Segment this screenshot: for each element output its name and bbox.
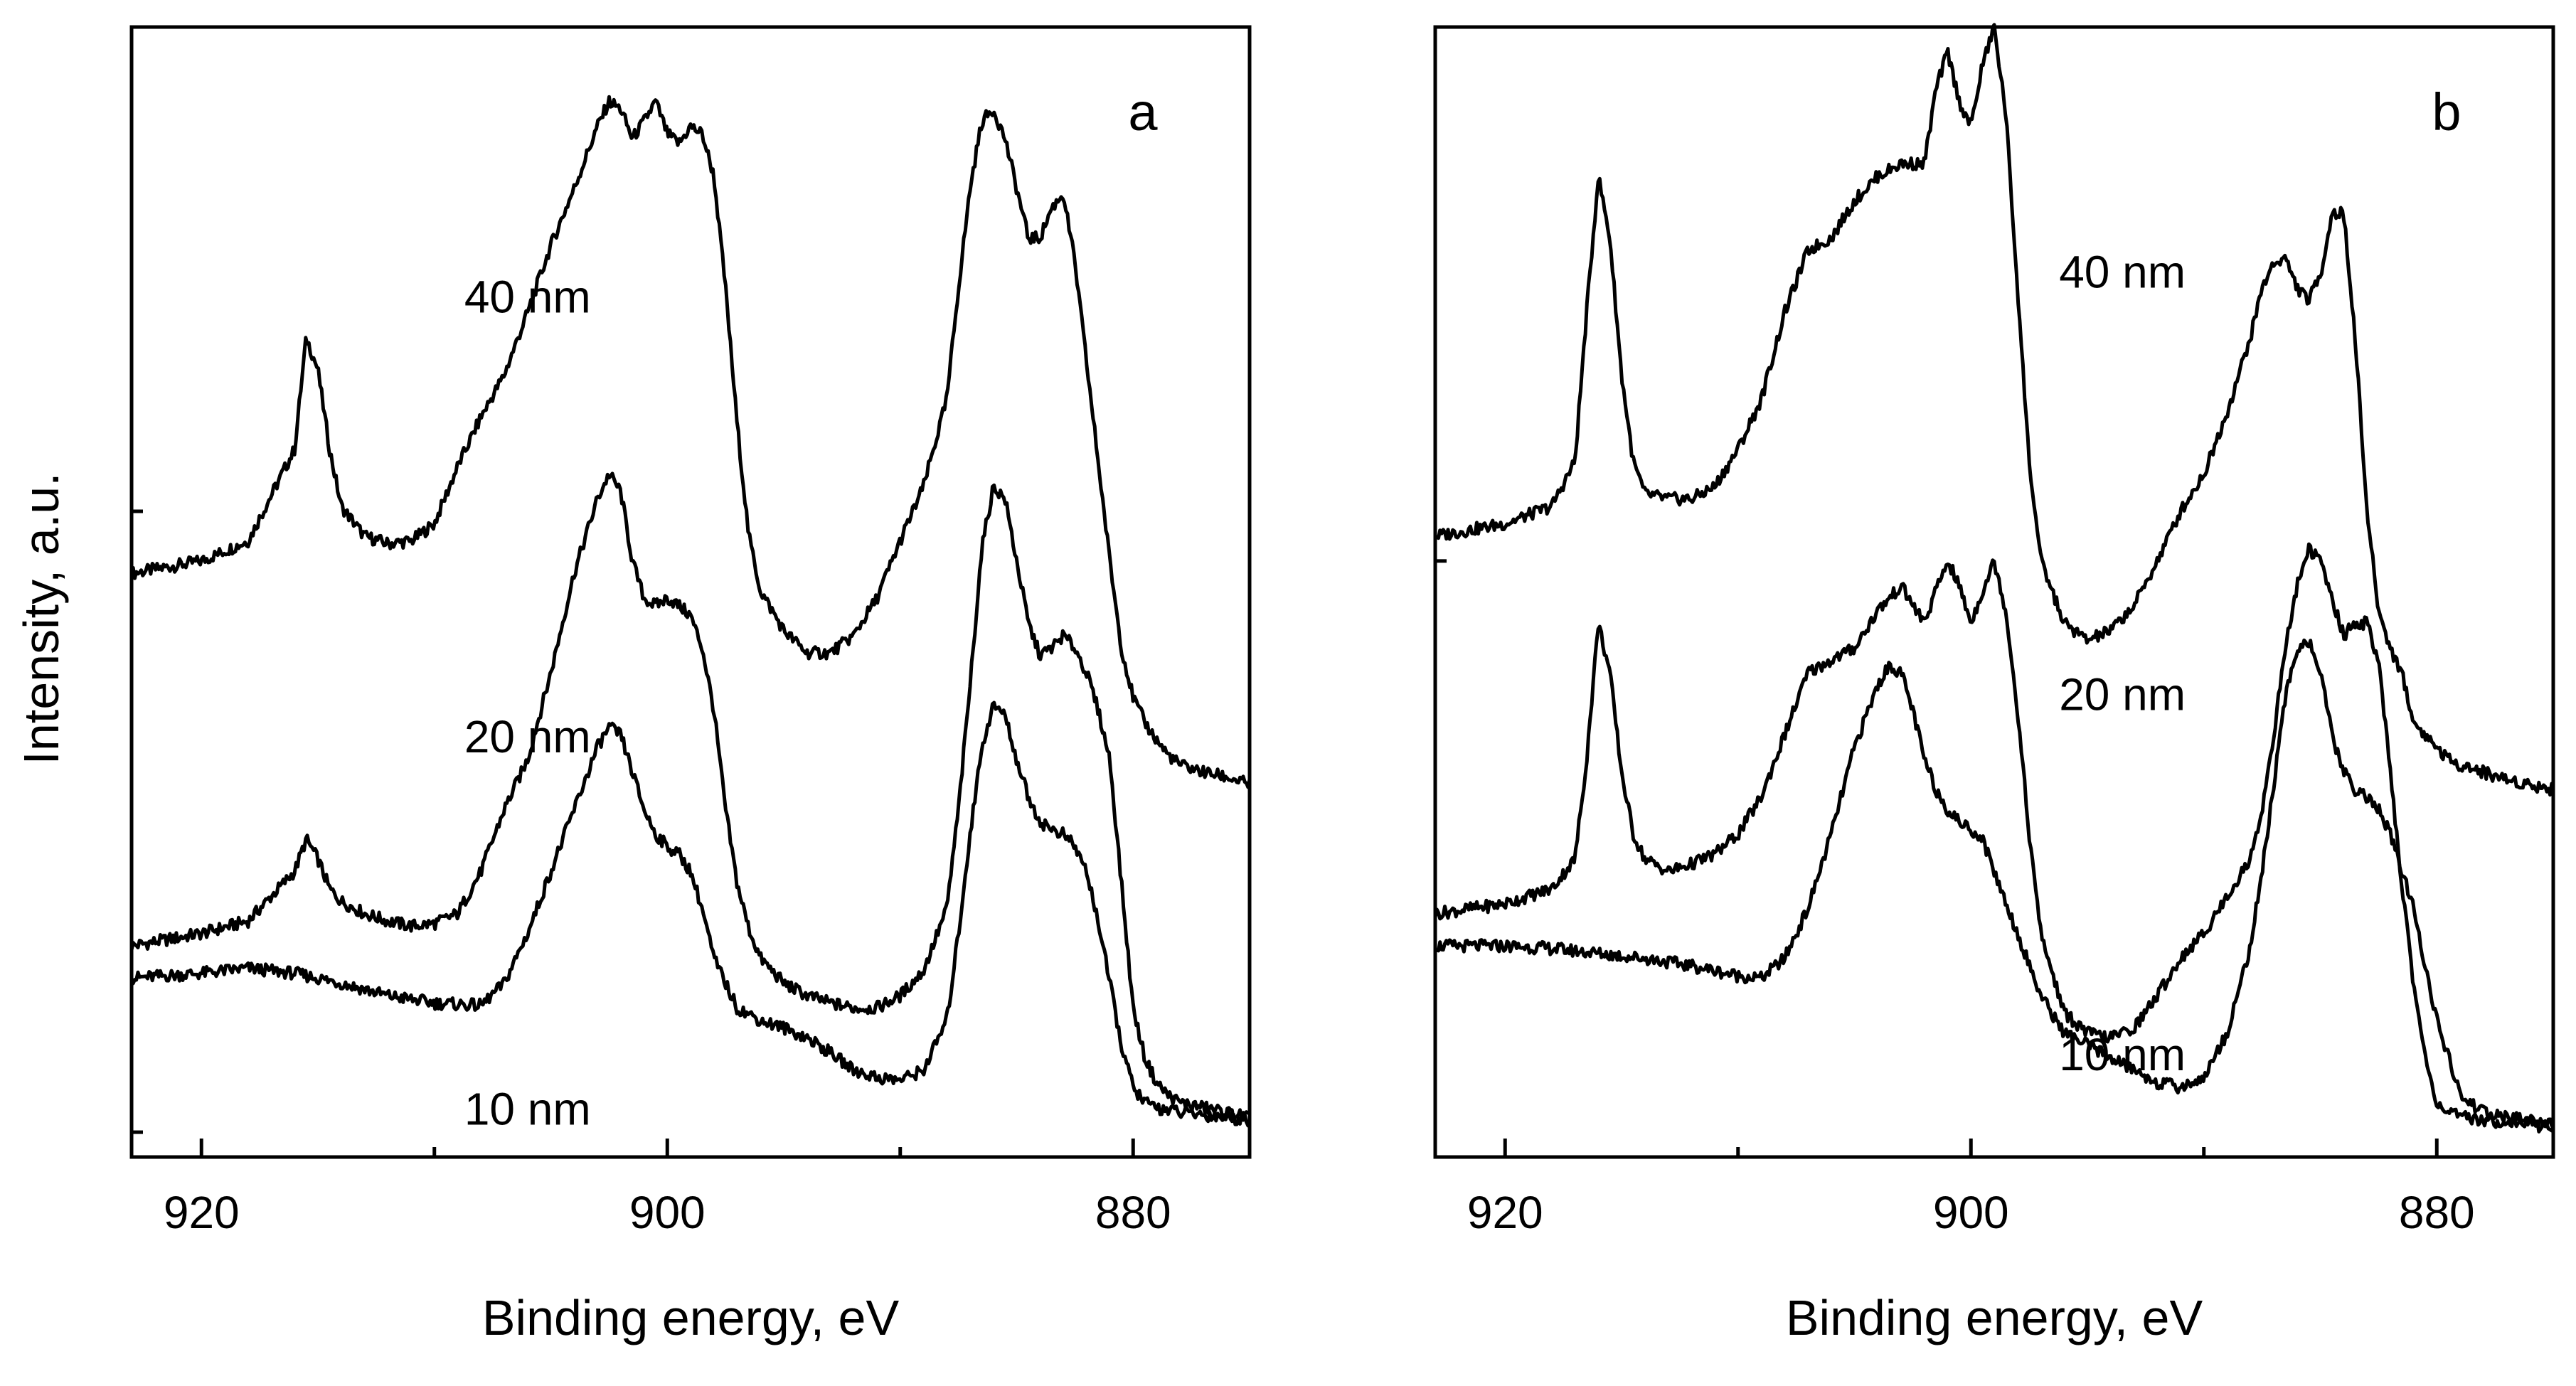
series-label: 20 nm [464, 711, 591, 762]
x-axis-label: Binding energy, eV [482, 1290, 900, 1345]
spectrum-line-20-nm [129, 471, 1251, 1121]
plot-frame [129, 25, 1252, 1159]
spectrum-line-10-nm [130, 700, 1251, 1128]
panel-b: 920 900 880 Binding energy, eV b 40 nm 20 nm 10… [1433, 23, 2555, 1345]
spectrum-line-40-nm [1433, 23, 2555, 797]
series-label: 10 nm [464, 1084, 591, 1135]
x-tick-label: 920 [164, 1187, 240, 1238]
spectrum-line-40-nm [129, 95, 1252, 789]
x-axis-label: Binding energy, eV [1786, 1290, 2203, 1345]
spectrum-line-10-nm [1434, 638, 2555, 1128]
spectrum-line-20-nm [1433, 542, 2555, 1134]
series-label: 40 nm [464, 272, 591, 323]
x-tick-label: 880 [1095, 1187, 1171, 1238]
y-axis-label: Intensity, a.u. [14, 472, 69, 764]
series-label: 40 nm [2059, 247, 2186, 298]
x-tick-label: 880 [2399, 1187, 2475, 1238]
panel-letter-label: a [1128, 82, 1158, 142]
x-tick-label: 920 [1467, 1187, 1543, 1238]
x-tick-label: 900 [629, 1187, 706, 1238]
x-tick-label: 900 [1933, 1187, 2009, 1238]
panel-letter-label: b [2432, 82, 2461, 142]
series-label: 10 nm [2059, 1029, 2186, 1080]
panel-a: 920 900 880 Binding energy, eV a 40 nm 20 nm 10… [129, 25, 1252, 1345]
series-label: 20 nm [2059, 668, 2186, 720]
